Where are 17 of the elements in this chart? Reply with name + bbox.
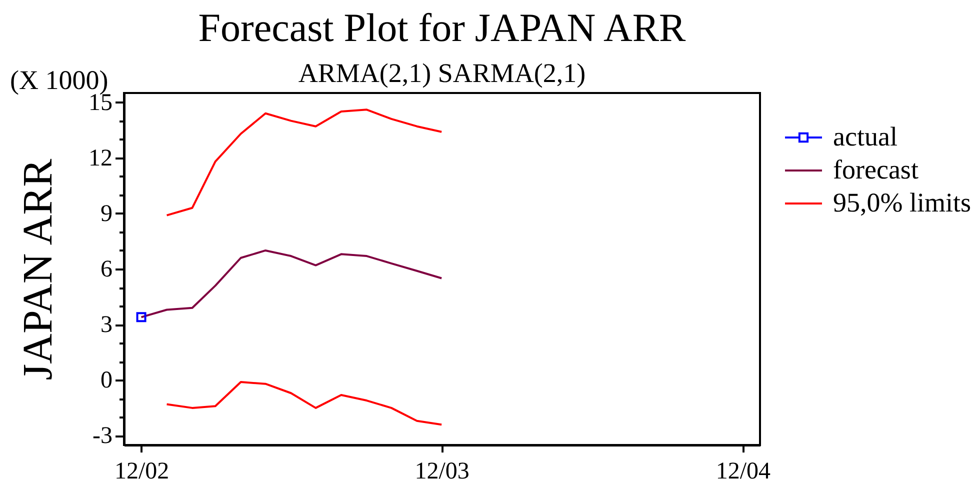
y-tick-label: 12 (88, 145, 112, 172)
chart-title: Forecast Plot for JAPAN ARR (198, 5, 686, 50)
legend-label: 95,0% limits (833, 188, 972, 218)
y-tick-label: 6 (100, 256, 112, 282)
x-tick-label: 12/03 (414, 458, 470, 484)
x-tick-label: 12/02 (114, 458, 170, 484)
y-tick-label: -3 (92, 423, 112, 450)
line-series (166, 108, 443, 216)
y-axis-title: JAPAN ARR (16, 158, 62, 380)
chart-subtitle: ARMA(2,1) SARMA(2,1) (298, 58, 586, 88)
legend-label: actual (833, 122, 898, 152)
legend-label: forecast (833, 154, 919, 184)
x-tick-label: 12/04 (716, 458, 771, 484)
y-tick-label: 3 (100, 312, 112, 338)
line-series (166, 381, 443, 426)
y-tick-label: 9 (100, 200, 112, 227)
y-tick-label: 0 (100, 368, 112, 394)
